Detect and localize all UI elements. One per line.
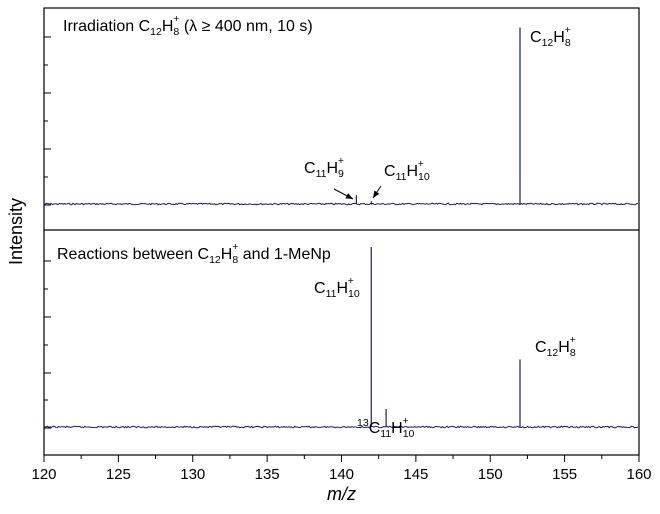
top-panel: Irradiation C12H8+ (λ ≥ 400 nm, 10 s) C12… [43,13,639,206]
x-tick-label: 125 [106,466,131,483]
bottom-annotations: Reactions between C12H8+ and 1-MeNp C11H1… [57,241,576,440]
label-c12h8: C12H8+ [535,334,576,359]
arrow-c11h9-head [345,193,353,199]
x-tick-label: 140 [329,466,354,483]
top-spectrum-trace [43,27,639,206]
label-c12h8: C12H8+ [530,24,571,49]
x-tick-label: 150 [478,466,503,483]
bottom-spectrum-trace [43,247,639,429]
panel-title: Reactions between C12H8+ and 1-MeNp [57,241,331,266]
x-tick-label: 155 [552,466,577,483]
x-tick-label: 120 [31,466,56,483]
y-axis: Intensity [6,36,51,429]
arrow-c11h10-head [373,190,380,198]
x-tick-label: 135 [255,466,280,483]
y-axis-label: Intensity [6,198,26,265]
x-tick-label: 160 [626,466,651,483]
x-tick-label: 145 [403,466,428,483]
x-axis: 120 125 130 135 140 145 150 155 160 m/z [31,455,652,504]
label-13c11h10: 13C11H10+ [357,415,415,440]
label-c11h10: C11H10+ [314,275,360,300]
label-c11h9: C11H9+ [304,155,344,180]
baseline-noise [43,425,639,429]
x-tick-label: 130 [180,466,205,483]
bottom-panel: Reactions between C12H8+ and 1-MeNp C11H1… [43,241,639,440]
frame-border [43,7,640,456]
baseline-noise [43,202,639,206]
top-annotations: Irradiation C12H8+ (λ ≥ 400 nm, 10 s) C12… [63,13,571,200]
plot-frame [43,7,640,456]
x-axis-label: m/z [327,484,356,504]
label-c11h10: C11H10+ [384,158,430,183]
panel-title: Irradiation C12H8+ (λ ≥ 400 nm, 10 s) [63,13,313,38]
